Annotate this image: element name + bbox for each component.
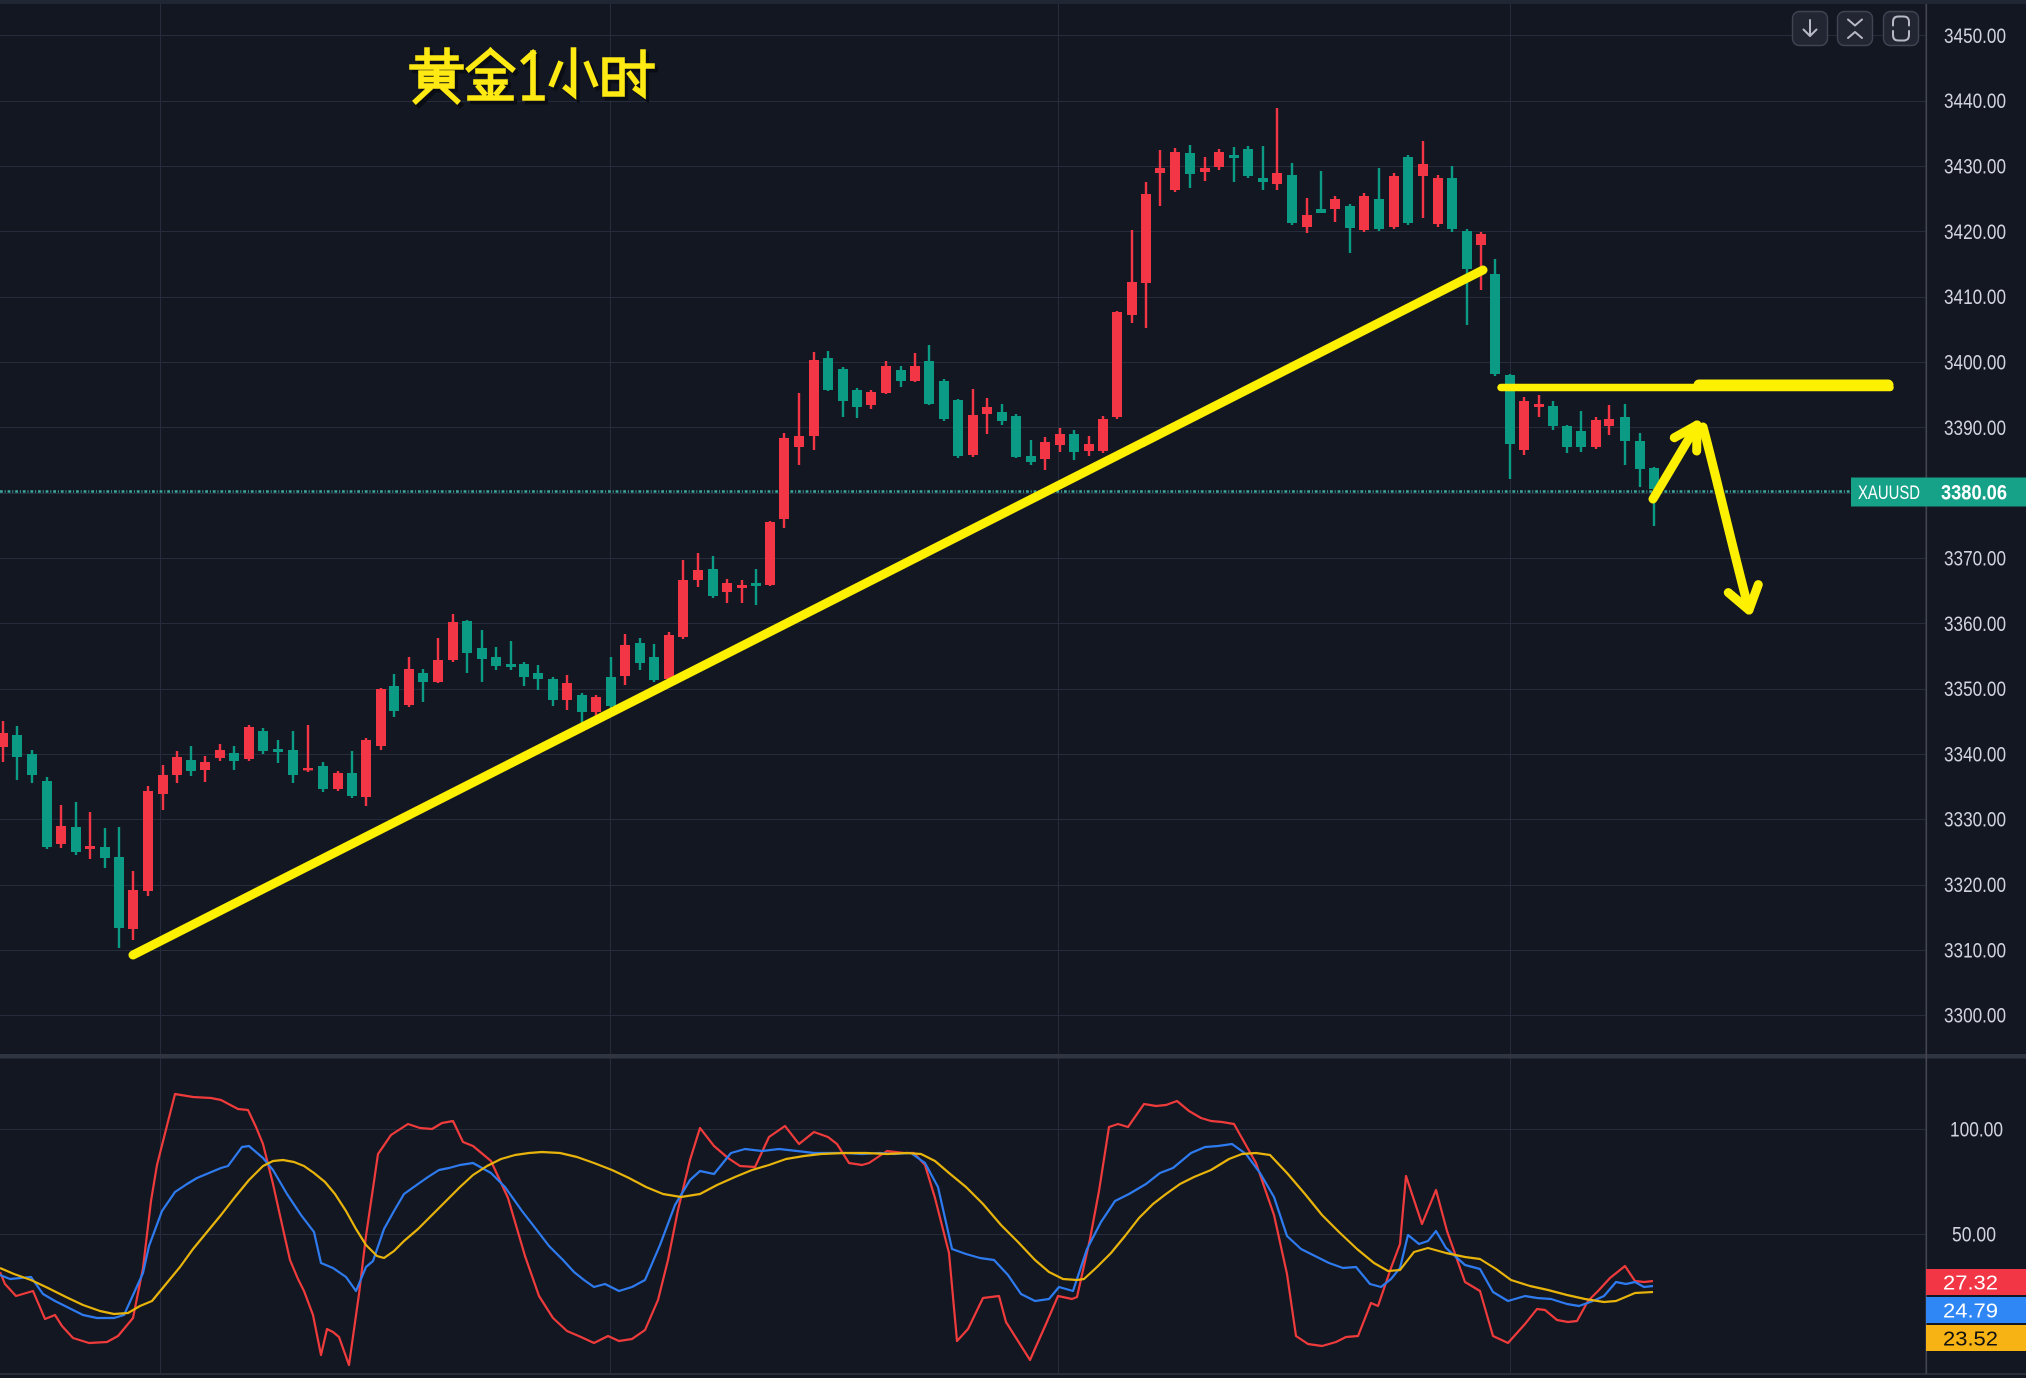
svg-text:50.00: 50.00 xyxy=(1952,1224,1996,1247)
svg-text:3320.00: 3320.00 xyxy=(1944,874,2006,897)
svg-text:XAUUSD: XAUUSD xyxy=(1858,483,1920,504)
svg-text:3370.00: 3370.00 xyxy=(1944,548,2006,571)
svg-text:3400.00: 3400.00 xyxy=(1944,352,2006,375)
svg-text:3410.00: 3410.00 xyxy=(1944,286,2006,309)
svg-text:100.00: 100.00 xyxy=(1950,1119,2003,1142)
svg-text:3340.00: 3340.00 xyxy=(1944,743,2006,766)
svg-text:23.52: 23.52 xyxy=(1943,1329,1998,1351)
svg-text:3310.00: 3310.00 xyxy=(1944,939,2006,962)
svg-text:27.32: 27.32 xyxy=(1943,1273,1998,1295)
svg-text:3450.00: 3450.00 xyxy=(1944,25,2006,48)
svg-text:3380.06: 3380.06 xyxy=(1941,482,2007,505)
svg-text:24.79: 24.79 xyxy=(1943,1301,1998,1323)
svg-text:3360.00: 3360.00 xyxy=(1944,613,2006,636)
svg-text:3300.00: 3300.00 xyxy=(1944,1005,2006,1028)
svg-text:3420.00: 3420.00 xyxy=(1944,221,2006,244)
svg-text:3390.00: 3390.00 xyxy=(1944,417,2006,440)
svg-text:3330.00: 3330.00 xyxy=(1944,809,2006,832)
svg-text:3430.00: 3430.00 xyxy=(1944,156,2006,179)
svg-text:3350.00: 3350.00 xyxy=(1944,678,2006,701)
svg-text:3440.00: 3440.00 xyxy=(1944,90,2006,113)
